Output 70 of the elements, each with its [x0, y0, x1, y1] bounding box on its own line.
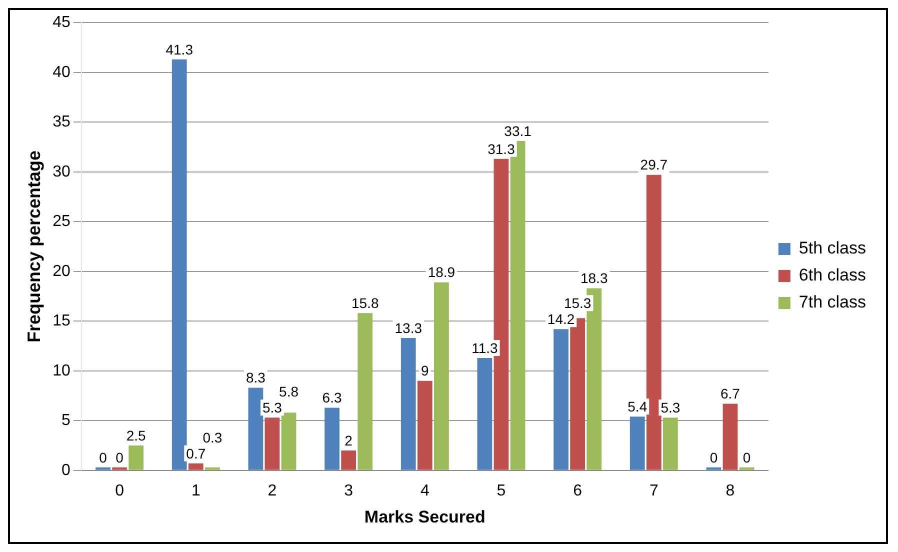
- bar: [477, 358, 492, 470]
- data-label: 13.3: [394, 320, 422, 336]
- data-label: 0: [710, 449, 718, 466]
- x-tick-label: 1: [191, 482, 200, 500]
- x-tick-label: 7: [649, 482, 658, 500]
- bar: [264, 418, 280, 470]
- x-tick-label: 5: [496, 482, 506, 500]
- x-tick-label: 3: [344, 482, 354, 500]
- bar: [188, 463, 204, 470]
- data-label: 29.7: [640, 156, 668, 173]
- x-tick-label: 2: [268, 482, 277, 500]
- legend-label: 7th class: [798, 292, 866, 312]
- x-tick-label: 6: [573, 482, 582, 500]
- data-label: 8.3: [246, 370, 266, 386]
- bar: [341, 450, 356, 470]
- legend-label: 5th class: [798, 238, 866, 258]
- data-label: 5.3: [660, 400, 680, 416]
- data-label: 5.4: [628, 398, 648, 415]
- data-label: 18.9: [428, 264, 456, 280]
- y-tick-label: 0: [61, 462, 70, 479]
- y-axis-title: Frequency percentage: [24, 150, 44, 343]
- legend-label: 6th class: [798, 266, 866, 285]
- bar: [400, 338, 416, 470]
- data-label: 15.3: [564, 294, 592, 311]
- bar: [722, 404, 738, 470]
- data-label: 33.1: [504, 122, 532, 139]
- y-tick-label: 35: [52, 114, 70, 131]
- x-tick-label: 0: [115, 482, 124, 500]
- bar: [646, 174, 662, 470]
- bar: [358, 313, 373, 470]
- data-label: 0: [99, 449, 108, 466]
- data-label: 0: [742, 449, 751, 466]
- y-tick-label: 15: [52, 312, 70, 330]
- y-tick-label: 5: [61, 412, 70, 430]
- bar: [663, 418, 678, 470]
- data-label: 11.3: [472, 340, 498, 356]
- y-tick-label: 40: [52, 64, 70, 81]
- data-label: 2: [344, 432, 353, 448]
- bar: [630, 416, 645, 470]
- x-tick-label: 8: [726, 482, 735, 500]
- bar: [554, 329, 568, 470]
- data-label: 31.3: [488, 140, 516, 157]
- bar: [324, 408, 340, 470]
- y-tick-label: 30: [52, 163, 70, 180]
- data-label: 14.2: [547, 310, 575, 327]
- data-label: 0.7: [186, 445, 206, 462]
- data-label: 41.3: [166, 41, 194, 58]
- data-label: 6.3: [322, 390, 342, 406]
- data-label: 5.3: [262, 400, 282, 416]
- bar: [248, 388, 264, 470]
- bar: [128, 446, 144, 470]
- x-tick-label: 4: [420, 482, 430, 500]
- bar: [172, 59, 187, 470]
- data-label: 15.8: [351, 295, 379, 312]
- data-label: 5.8: [279, 384, 299, 400]
- data-label: 6.7: [720, 386, 740, 402]
- data-label: 0.3: [202, 429, 222, 446]
- data-label: 0: [116, 449, 124, 466]
- bar: [434, 282, 449, 470]
- bar: [281, 412, 296, 470]
- data-label: 9: [421, 362, 430, 379]
- data-label: 2.5: [126, 427, 146, 444]
- bar: [204, 467, 220, 470]
- bar: [417, 380, 432, 470]
- data-label: 18.3: [580, 270, 608, 286]
- y-tick-label: 10: [52, 362, 70, 380]
- y-tick-label: 45: [52, 14, 70, 32]
- x-axis-title: Marks Secured: [364, 507, 486, 526]
- y-tick-label: 20: [52, 262, 70, 280]
- y-tick-label: 25: [52, 213, 70, 230]
